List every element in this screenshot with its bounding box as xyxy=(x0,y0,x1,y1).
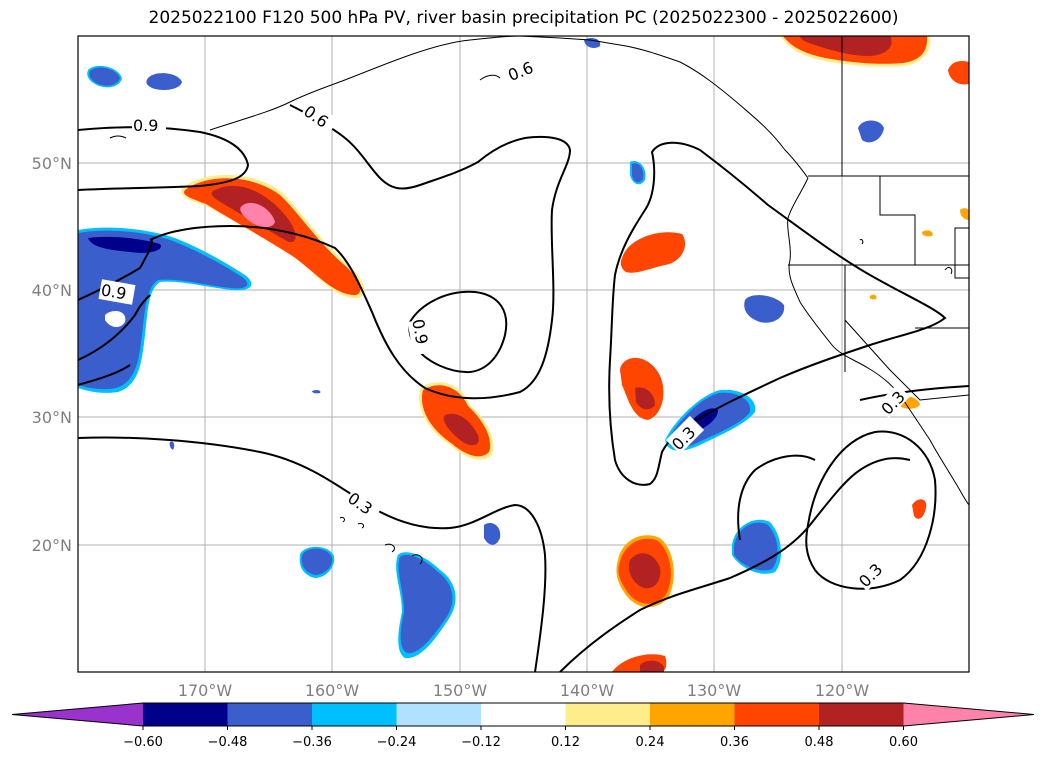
colorbar-tick-label: −0.24 xyxy=(377,735,417,750)
contour-label-0.9-b: 0.9 xyxy=(100,280,128,303)
positive-pc-region-central xyxy=(419,382,494,460)
colorbar-tick-label: 0.12 xyxy=(551,735,580,750)
contour-label-0.9-c: 0.9 xyxy=(408,318,431,346)
colorbar-tick-label: 0.36 xyxy=(720,735,749,750)
colorbar: −0.60 −0.48 −0.36 −0.24 −0.12 0.12 0.24 0.36 0.4… xyxy=(11,702,1035,750)
lon-label-140w: 140°W xyxy=(560,681,615,700)
negative-pc-region-west xyxy=(78,227,252,393)
map-title: 2025022100 F120 500 hPa PV, river basin … xyxy=(148,8,899,28)
lat-label-50n: 50°N xyxy=(32,154,72,173)
lon-label-130w: 130°W xyxy=(687,681,742,700)
latitude-labels: 50°N 40°N 30°N 20°N xyxy=(32,154,72,555)
colorbar-segment xyxy=(734,703,820,726)
lat-label-20n: 20°N xyxy=(32,536,72,555)
positive-pc-region-northeast xyxy=(780,36,969,237)
lon-label-120w: 120°W xyxy=(815,681,870,700)
lon-label-150w: 150°W xyxy=(433,681,488,700)
map-area: 0.9 0.6 0.6 0.9 0.9 0.3 0.3 0.3 0.3 xyxy=(78,36,969,672)
colorbar-tick-label: 0.48 xyxy=(805,735,834,750)
colorbar-tick-label: 0.60 xyxy=(889,735,918,750)
colorbar-extend-low xyxy=(12,703,143,726)
colorbar-tick-label: 0.24 xyxy=(636,735,665,750)
colorbar-segment xyxy=(227,703,313,726)
positive-pc-region-northpacific xyxy=(181,175,365,299)
colorbar-segment xyxy=(312,703,397,726)
lat-label-40n: 40°N xyxy=(32,281,72,300)
map-frame xyxy=(77,35,970,673)
colorbar-extend-high xyxy=(903,703,1034,726)
colorbar-segment xyxy=(481,703,566,726)
positive-pc-region-east xyxy=(612,232,927,672)
colorbar-tick-label: −0.48 xyxy=(208,735,248,750)
lat-label-30n: 30°N xyxy=(32,408,72,427)
coastlines xyxy=(109,36,969,565)
colorbar-segment xyxy=(565,703,651,726)
lon-label-160w: 160°W xyxy=(305,681,360,700)
colorbar-segment xyxy=(650,703,735,726)
longitude-labels: 170°W 160°W 150°W 140°W 130°W 120°W xyxy=(178,681,870,700)
colorbar-tick-label: −0.60 xyxy=(123,735,163,750)
colorbar-segment xyxy=(819,703,904,726)
colorbar-segment xyxy=(396,703,482,726)
contour-label-0.9-a: 0.9 xyxy=(133,116,158,135)
political-borders xyxy=(788,36,969,401)
colorbar-tick-label: −0.12 xyxy=(461,735,501,750)
colorbar-segment xyxy=(143,703,228,726)
colorbar-tick-label: −0.36 xyxy=(292,735,332,750)
lon-label-170w: 170°W xyxy=(178,681,233,700)
